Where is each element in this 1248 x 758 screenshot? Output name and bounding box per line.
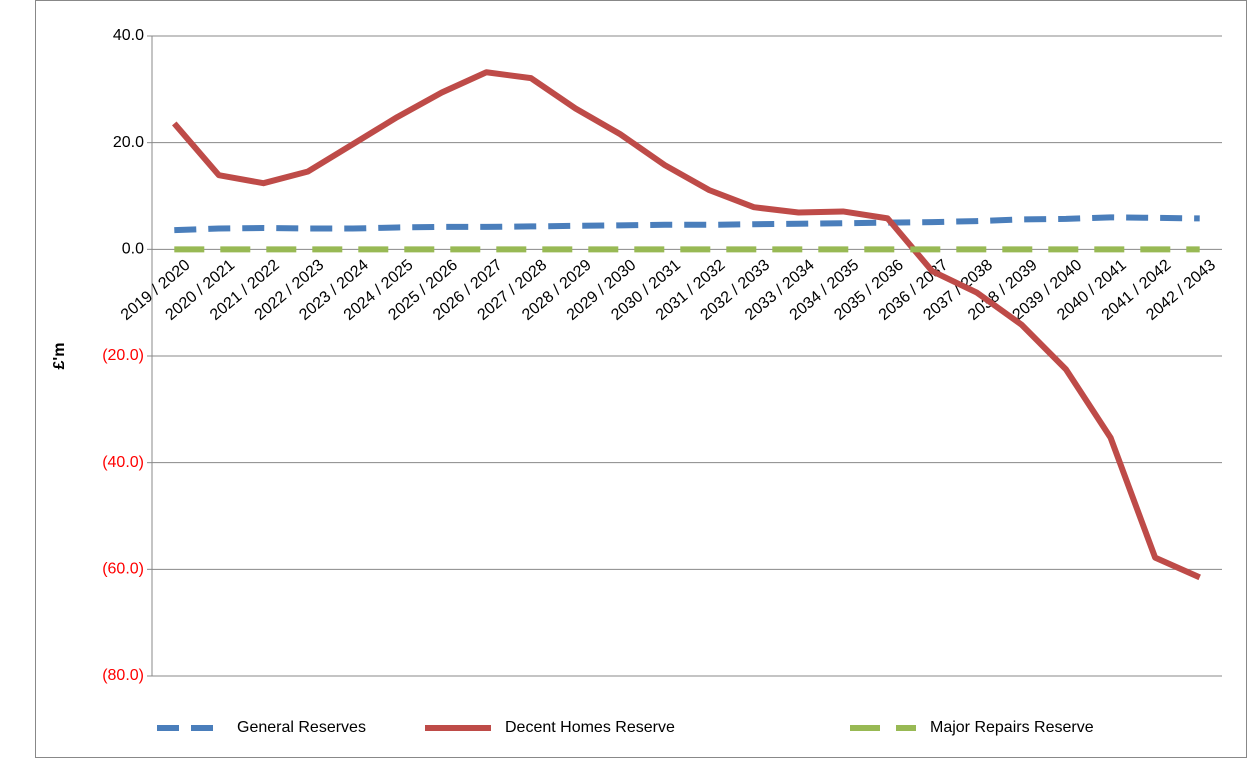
series-line [174,214,1200,234]
y-tick-label: (40.0) [102,454,144,471]
y-axis-label: £'m [51,343,68,370]
y-tick-label: 0.0 [122,241,144,258]
legend-label: Major Repairs Reserve [930,719,1094,736]
legend-label: General Reserves [237,719,366,736]
chart-frame [35,0,1247,758]
legend-label: Decent Homes Reserve [505,719,675,736]
series-line [172,69,1201,581]
y-tick-label: 20.0 [113,134,144,151]
y-tick-label: (60.0) [102,561,144,578]
y-tick-label: (20.0) [102,347,144,364]
y-tick-label: (80.0) [102,667,144,684]
y-tick-label: 40.0 [113,27,144,44]
